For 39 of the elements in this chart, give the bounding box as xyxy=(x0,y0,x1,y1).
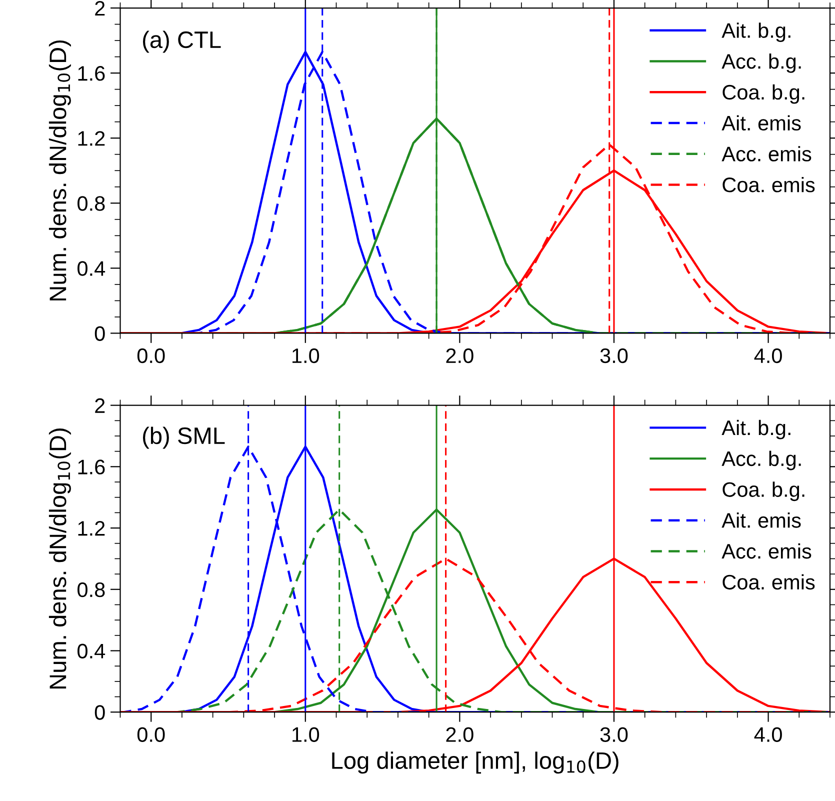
y-tick-label: 2 xyxy=(95,1,105,16)
legend-label: Acc. b.g. xyxy=(722,53,801,73)
legend-label: Ait. b.g. xyxy=(722,420,790,440)
legend-label: Ait. emis xyxy=(722,115,801,131)
y-tick-label: 0.8 xyxy=(78,582,105,598)
y-tick-label: 0.4 xyxy=(78,644,106,658)
legend-label: Coa. b.g. xyxy=(722,482,804,502)
y-tick-label: 1.6 xyxy=(78,66,105,81)
x-tick-label: 3.0 xyxy=(600,348,628,364)
x-tick-label: 4.0 xyxy=(754,348,782,364)
x-tick-label: 0.0 xyxy=(137,348,165,364)
x-axis-title: Log diameter [nm], log$_{10}$(D) xyxy=(332,752,618,774)
legend-label: Coa. b.g. xyxy=(722,84,804,104)
legend-label: Acc. emis xyxy=(722,146,812,162)
x-tick-label: 1.0 xyxy=(292,348,320,364)
legend-label: Ait. b.g. xyxy=(722,22,790,42)
legend-label: Coa. emis xyxy=(722,176,815,192)
x-tick-label: 1.0 xyxy=(292,727,320,742)
annotation: (b) SML xyxy=(142,426,225,449)
legend-label: Ait. emis xyxy=(722,512,801,528)
legend-label: Coa. emis xyxy=(722,574,815,590)
y-axis-title: Num. dens. dN/dlog$_{10}$(D) xyxy=(48,40,71,300)
x-tick-label: 3.0 xyxy=(600,727,628,742)
y-tick-label: 0.8 xyxy=(78,196,105,211)
y-tick-label: 1.2 xyxy=(78,521,105,536)
y-tick-label: 1.6 xyxy=(78,460,105,474)
annotation: (a) CTL xyxy=(142,30,221,53)
y-tick-label: 1.2 xyxy=(78,131,105,146)
x-tick-label: 2.0 xyxy=(446,348,474,364)
y-tick-label: 0 xyxy=(94,326,105,341)
y-tick-label: 0 xyxy=(94,705,105,720)
y-tick-label: 2 xyxy=(95,398,105,413)
y-axis-title: Num. dens. dN/dlog$_{10}$(D) xyxy=(48,428,71,689)
y-tick-label: 0.4 xyxy=(78,261,106,276)
legend-label: Acc. b.g. xyxy=(722,450,801,470)
x-tick-label: 2.0 xyxy=(446,727,474,742)
x-tick-label: 0.0 xyxy=(137,727,165,742)
x-tick-label: 4.0 xyxy=(754,727,782,742)
legend-label: Acc. emis xyxy=(722,543,812,559)
